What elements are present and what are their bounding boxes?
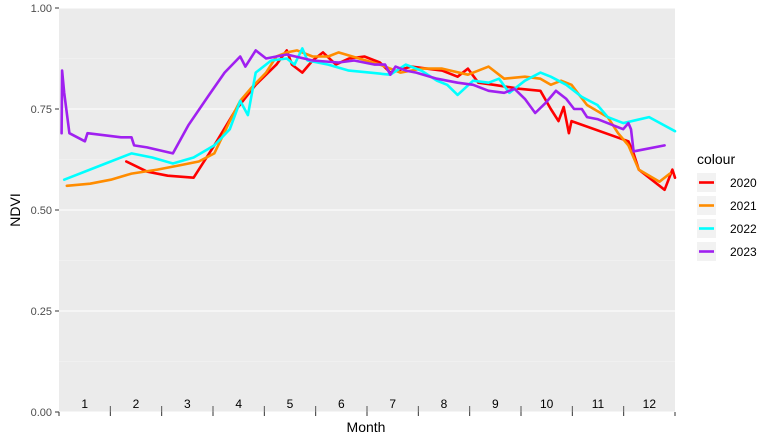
month-label: 5 <box>287 397 294 411</box>
legend-label-2020: 2020 <box>730 176 757 190</box>
month-boundary-ticks <box>109 406 625 412</box>
x-axis-title: Month <box>347 419 386 435</box>
series-line-2021 <box>65 49 672 188</box>
y-tick-label: 1.00 <box>31 3 52 15</box>
legend: colour 2020 2021 2022 2023 <box>697 151 757 261</box>
y-tick-label: 0.75 <box>31 104 52 116</box>
y-tick-label: 0.00 <box>31 407 52 419</box>
y-axis: 0.00 0.25 0.50 0.75 1.00 <box>31 3 59 419</box>
legend-label-2021: 2021 <box>730 199 757 213</box>
month-label: 6 <box>338 397 345 411</box>
legend-title: colour <box>697 151 735 167</box>
month-label: 10 <box>540 397 554 411</box>
month-label: 12 <box>643 397 657 411</box>
month-label: 9 <box>492 397 499 411</box>
month-label: 8 <box>441 397 448 411</box>
month-label: 3 <box>184 397 191 411</box>
legend-label-2023: 2023 <box>730 245 757 259</box>
month-label: 1 <box>81 397 88 411</box>
month-label: 4 <box>235 397 242 411</box>
y-axis-title: NDVI <box>7 193 23 226</box>
month-label: 2 <box>133 397 140 411</box>
grid-major <box>59 7 675 413</box>
x-axis <box>58 412 676 416</box>
month-label: 7 <box>389 397 396 411</box>
month-label: 11 <box>592 397 605 411</box>
series-line-2023 <box>60 49 666 155</box>
month-labels: 1 2 3 4 5 6 7 8 9 10 11 12 <box>81 397 656 411</box>
legend-label-2022: 2022 <box>730 222 757 236</box>
y-tick-label: 0.25 <box>31 306 52 318</box>
y-tick-label: 0.50 <box>31 205 52 217</box>
series-lines <box>60 47 677 192</box>
